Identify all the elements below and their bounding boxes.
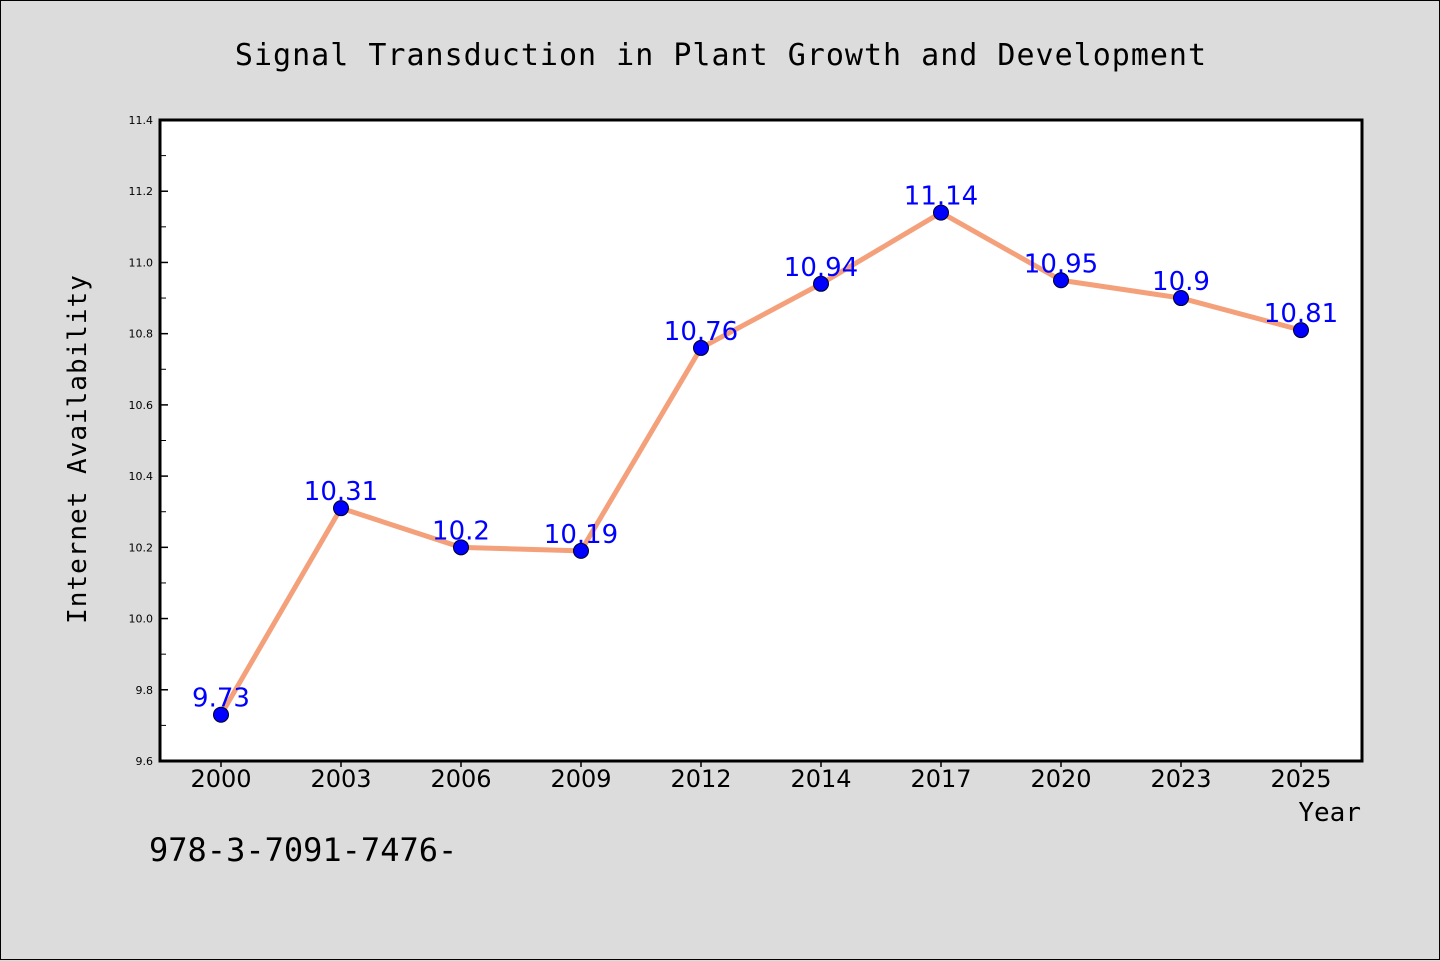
- y-tick-label: 10.2: [129, 541, 154, 554]
- y-tick-label: 11.4: [129, 114, 154, 127]
- y-tick-label: 11.0: [129, 256, 154, 269]
- chart-title: Signal Transduction in Plant Growth and …: [235, 38, 1207, 73]
- x-axis-label: Year: [1298, 798, 1361, 828]
- y-tick-label: 10.4: [129, 470, 154, 483]
- data-label: 10.95: [1024, 249, 1098, 279]
- data-label: 10.81: [1264, 299, 1338, 329]
- data-point: [813, 275, 829, 292]
- y-tick-label: 10.8: [129, 328, 154, 341]
- x-tick-label: 2017: [910, 765, 971, 793]
- x-tick-label: 2003: [310, 765, 371, 793]
- data-point: [1173, 290, 1189, 307]
- data-label: 9.73: [192, 684, 250, 714]
- x-tick-label: 2014: [790, 765, 851, 793]
- plot-frame: [158, 118, 1364, 763]
- footnote-isbn: 978-3-7091-7476-: [149, 831, 458, 869]
- data-label: 11.14: [904, 182, 978, 212]
- x-tick-label: 2023: [1150, 765, 1211, 793]
- data-label: 10.94: [784, 253, 858, 283]
- x-tick-label: 2000: [190, 765, 251, 793]
- data-point: [213, 706, 229, 723]
- data-point: [573, 542, 589, 559]
- data-point: [333, 500, 349, 517]
- x-tick-label: 2025: [1270, 765, 1331, 793]
- x-tick-label: 2006: [430, 765, 491, 793]
- data-label: 10.2: [432, 516, 490, 546]
- series-markers: [213, 204, 1309, 723]
- data-point: [1053, 272, 1069, 289]
- data-label: 10.31: [304, 477, 378, 507]
- data-labels: 9.73 10.31 10.2 10.19 10.76 10.94 11.14 10.95 10…: [192, 182, 1338, 714]
- x-tick-label: 2012: [670, 765, 731, 793]
- y-tick-label: 9.8: [136, 684, 154, 697]
- y-tick-label: 9.6: [136, 755, 154, 768]
- y-axis-label: Internet Availability: [63, 274, 93, 624]
- y-tick-label: 10.0: [129, 613, 154, 626]
- y-tick-label: 11.2: [129, 185, 154, 198]
- x-tick-label: 2020: [1030, 765, 1091, 793]
- data-point: [693, 339, 709, 356]
- y-tick-label: 10.6: [129, 399, 154, 412]
- data-label: 10.9: [1152, 267, 1210, 297]
- plot-area: [160, 120, 1362, 761]
- data-point: [933, 204, 949, 221]
- data-label: 10.19: [544, 520, 618, 550]
- series-line: [218, 210, 1304, 718]
- x-axis-ticks: 2000 2003 2006 2009 2012 2014 2017 2020 2023 2025: [190, 761, 1332, 793]
- y-axis-ticks: 9.6 9.8 10.0 10.2 10.4 10.6 10.8 11.0 11.2 11.4: [129, 114, 168, 768]
- data-point: [453, 539, 469, 556]
- data-label: 10.76: [664, 317, 738, 347]
- data-point: [1293, 322, 1309, 339]
- x-tick-label: 2009: [550, 765, 611, 793]
